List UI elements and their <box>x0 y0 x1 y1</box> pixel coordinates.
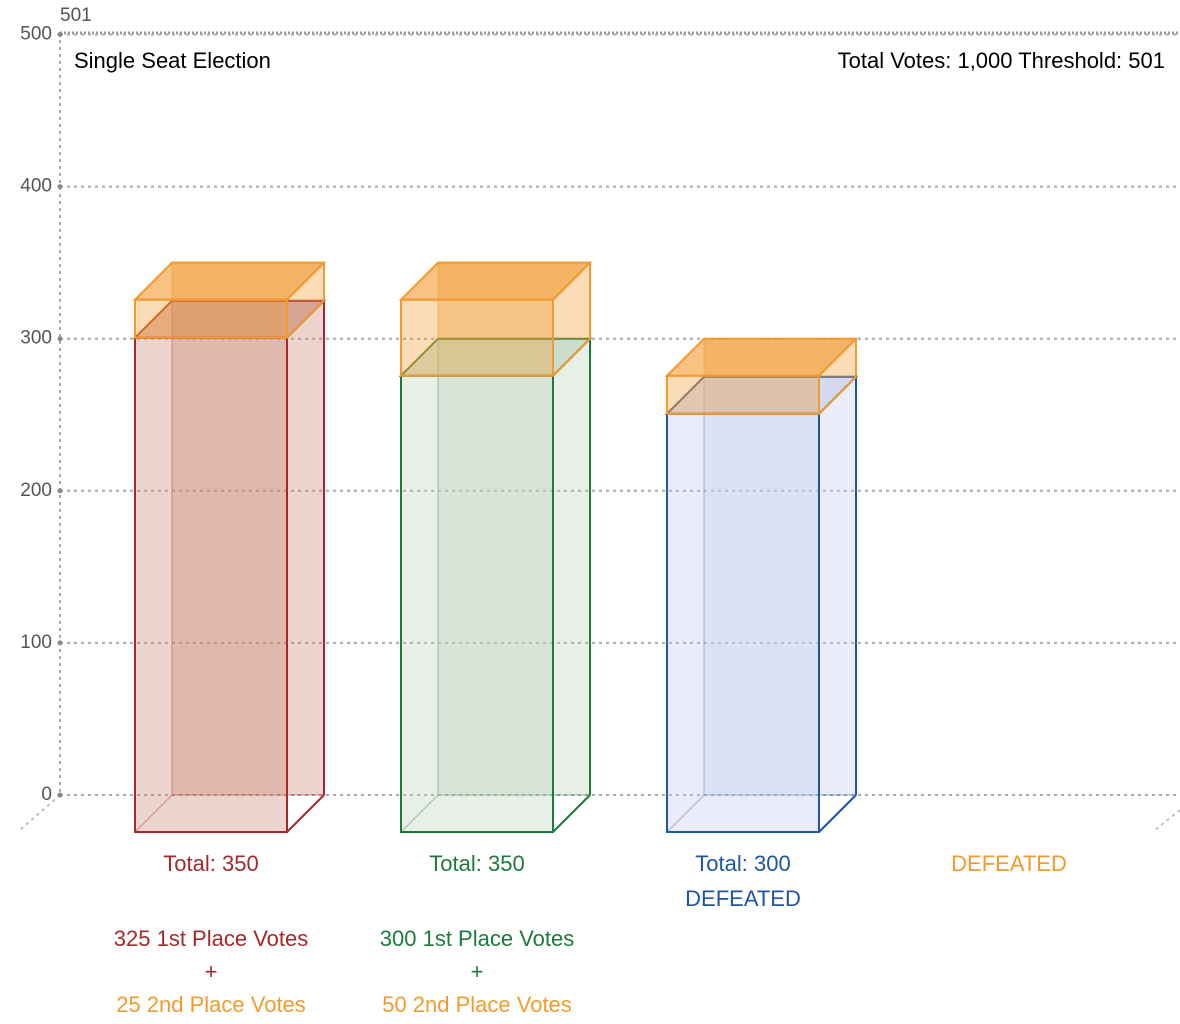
status-label: DEFEATED <box>951 851 1067 876</box>
bar-face <box>400 374 554 833</box>
y-tick-label: 200 <box>20 480 52 501</box>
total-label: Total: 350 <box>163 851 258 876</box>
bar-face <box>400 338 439 377</box>
breakdown-label: 50 2nd Place Votes <box>382 992 572 1017</box>
floor-edge <box>19 794 61 831</box>
bar-face <box>818 376 857 415</box>
breakdown-label: 25 2nd Place Votes <box>116 992 306 1017</box>
y-tick-dot <box>57 640 63 646</box>
y-tick-label: 0 <box>41 784 52 805</box>
y-tick-label: 400 <box>20 176 52 197</box>
bar-face <box>400 794 439 833</box>
bar-face <box>703 375 857 796</box>
breakdown-label: 300 1st Place Votes <box>380 926 574 951</box>
bar-face <box>134 298 288 339</box>
bar-face <box>134 794 173 833</box>
y-tick-label: 300 <box>20 328 52 349</box>
breakdown-label: + <box>205 959 218 984</box>
bar-face <box>552 338 591 377</box>
bar-face <box>400 298 554 377</box>
bar <box>398 337 593 833</box>
bar-face <box>437 337 591 796</box>
bar-face <box>818 338 857 377</box>
bar-face <box>666 376 705 415</box>
status-label: DEFEATED <box>685 886 801 911</box>
bar-face <box>818 794 857 833</box>
chart-title: Single Seat Election <box>74 48 271 73</box>
bar-face <box>552 794 591 833</box>
threshold-label: 501 <box>60 5 92 26</box>
y-tick-dot <box>57 32 63 38</box>
breakdown-label: + <box>471 959 484 984</box>
bar-face <box>666 412 820 833</box>
chart-subtitle: Total Votes: 1,000 Threshold: 501 <box>838 48 1165 73</box>
bar <box>132 261 327 339</box>
floor-edge <box>1154 809 1180 831</box>
total-label: Total: 300 <box>695 851 790 876</box>
bar <box>398 261 593 377</box>
bar-face <box>134 300 173 339</box>
bar-face <box>286 794 325 833</box>
breakdown-label: 325 1st Place Votes <box>114 926 308 951</box>
y-tick-dot <box>57 792 63 798</box>
y-tick-dot <box>57 184 63 190</box>
y-tick-dot <box>57 336 63 342</box>
bar-face <box>286 299 325 339</box>
y-tick-dot <box>57 488 63 494</box>
bar-face <box>286 261 325 301</box>
bar <box>664 337 859 415</box>
bar-face <box>666 794 705 833</box>
bar-face <box>666 374 820 415</box>
bar-face <box>552 261 591 301</box>
bar-face <box>171 299 325 796</box>
total-label: Total: 350 <box>429 851 524 876</box>
bar-face <box>134 336 288 833</box>
bar <box>664 375 859 833</box>
y-tick-label: 100 <box>20 632 52 653</box>
y-tick-label: 500 <box>20 24 52 45</box>
bar <box>132 299 327 833</box>
